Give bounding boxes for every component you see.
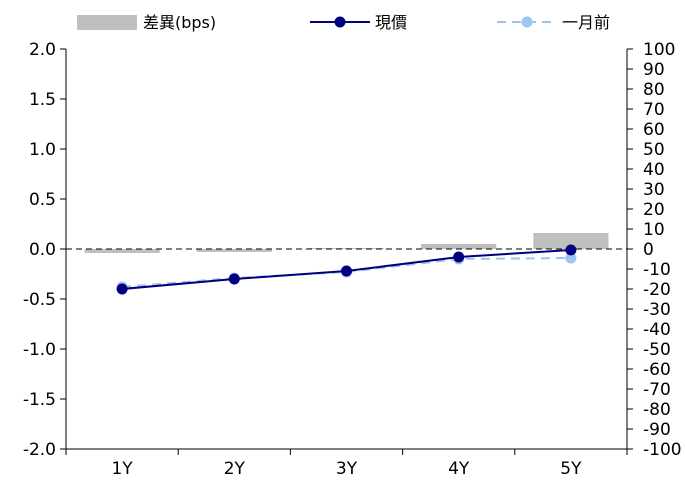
- series-point: [116, 283, 128, 295]
- left-tick-label: 2.0: [29, 40, 56, 60]
- x-tick-label: 4Y: [448, 459, 470, 479]
- series-point: [453, 251, 465, 263]
- right-tick-label: 80: [643, 80, 665, 100]
- left-tick-label: -1.5: [23, 390, 56, 410]
- right-tick-label: 0: [643, 240, 654, 260]
- right-tick-label: 50: [643, 140, 665, 160]
- right-tick-label: 90: [643, 60, 665, 80]
- right-tick-label: -50: [643, 340, 671, 360]
- bar: [84, 249, 160, 253]
- series-point: [565, 244, 577, 256]
- x-tick-label: 3Y: [336, 459, 358, 479]
- left-tick-label: -0.5: [23, 290, 56, 310]
- legend-month-ago-label: 一月前: [562, 13, 610, 32]
- legend-bar-label: 差異(bps): [143, 13, 216, 32]
- series-line: [122, 257, 571, 288]
- bar: [421, 244, 497, 249]
- left-tick-label: 0.0: [29, 240, 56, 260]
- left-tick-label: -1.0: [23, 340, 56, 360]
- series-point: [565, 252, 577, 264]
- series-point: [341, 265, 352, 277]
- legend-current-label: 現價: [375, 13, 407, 32]
- bar: [533, 233, 609, 249]
- legend-bar-swatch: [77, 15, 137, 30]
- right-tick-label: 30: [643, 180, 665, 200]
- x-axis-ticks: 1Y 2Y 3Y 4Y 5Y: [65, 449, 628, 479]
- right-tick-label: -30: [643, 300, 671, 320]
- line-series-current: [116, 244, 577, 295]
- right-tick-label: -90: [643, 420, 671, 440]
- right-tick-label: -40: [643, 320, 671, 340]
- axes: 2.01.51.00.50.0-0.5-1.0-1.5-2.0 10090807…: [23, 40, 682, 479]
- right-tick-label: -100: [643, 440, 682, 460]
- right-tick-label: -20: [643, 280, 671, 300]
- right-tick-label: -80: [643, 400, 671, 420]
- right-tick-label: 100: [643, 40, 675, 60]
- left-tick-label: 1.5: [29, 90, 56, 110]
- right-tick-label: 70: [643, 100, 665, 120]
- bar-series: [84, 233, 609, 253]
- legend-current-marker: [334, 16, 346, 28]
- x-tick-label: 1Y: [111, 459, 133, 479]
- left-tick-label: -2.0: [23, 440, 56, 460]
- right-tick-label: 20: [643, 200, 665, 220]
- legend: 差異(bps) 現價 一月前: [77, 13, 610, 32]
- right-tick-label: 40: [643, 160, 665, 180]
- x-tick-label: 2Y: [224, 459, 246, 479]
- right-tick-label: -70: [643, 380, 671, 400]
- series-point: [228, 273, 240, 285]
- bar: [196, 249, 272, 252]
- left-tick-label: 1.0: [29, 140, 56, 160]
- left-tick-label: 0.5: [29, 190, 56, 210]
- left-axis-ticks: 2.0 1.5 1.0 0.5 0.0 -0.5 -1.0 -1.5 -2.0: [23, 40, 66, 460]
- right-tick-label: 10: [643, 220, 665, 240]
- right-tick-label: -60: [643, 360, 671, 380]
- right-axis-ticks: 1009080706050403020100-10-20-30-40-50-60…: [627, 40, 682, 460]
- right-tick-label: 60: [643, 120, 665, 140]
- legend-month-ago-marker: [521, 16, 533, 28]
- x-tick-label: 5Y: [560, 459, 582, 479]
- right-tick-label: -10: [643, 260, 671, 280]
